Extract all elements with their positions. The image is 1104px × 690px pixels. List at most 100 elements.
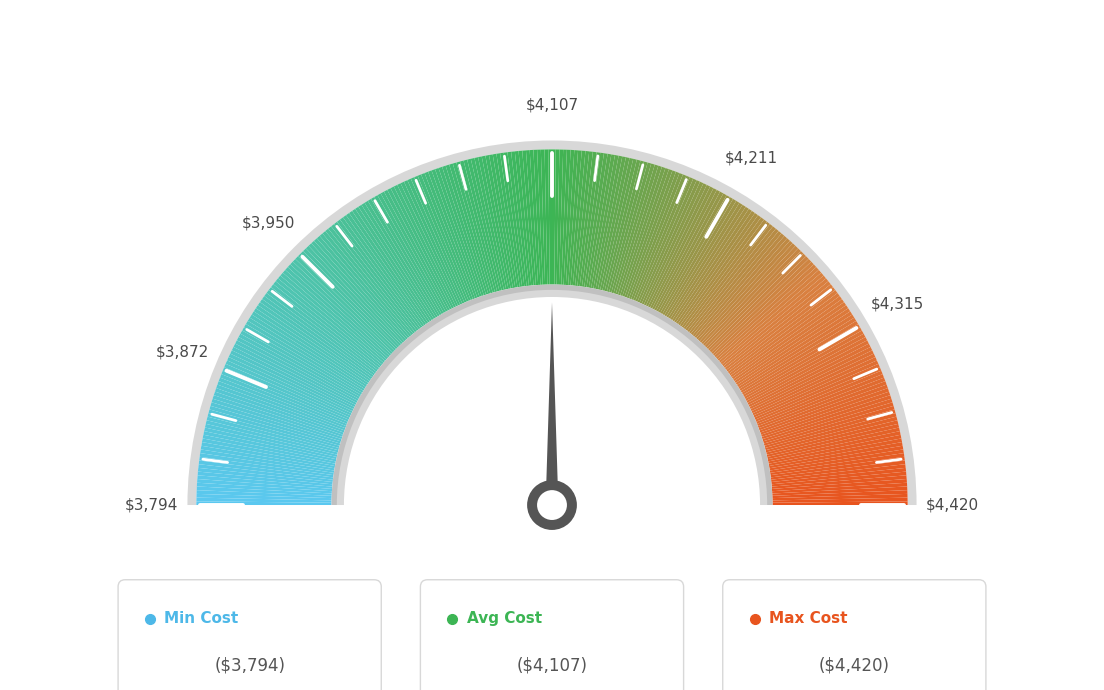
Wedge shape — [199, 460, 333, 480]
Wedge shape — [766, 420, 899, 455]
Wedge shape — [198, 468, 332, 484]
Wedge shape — [298, 253, 396, 351]
Wedge shape — [747, 340, 869, 405]
Wedge shape — [766, 424, 899, 457]
Wedge shape — [232, 347, 354, 409]
Wedge shape — [340, 217, 423, 328]
Wedge shape — [635, 176, 690, 302]
Wedge shape — [470, 158, 503, 290]
Wedge shape — [211, 402, 341, 444]
Wedge shape — [331, 224, 417, 333]
Wedge shape — [755, 367, 881, 422]
Wedge shape — [258, 302, 371, 381]
Wedge shape — [530, 150, 541, 285]
Wedge shape — [573, 151, 590, 286]
Wedge shape — [745, 334, 866, 401]
Wedge shape — [198, 471, 332, 486]
Wedge shape — [467, 159, 501, 291]
Wedge shape — [381, 192, 448, 312]
Wedge shape — [346, 213, 426, 325]
Wedge shape — [401, 181, 460, 306]
Text: $3,794: $3,794 — [125, 497, 179, 513]
Wedge shape — [767, 428, 900, 460]
Wedge shape — [411, 177, 467, 303]
Wedge shape — [453, 162, 492, 293]
Wedge shape — [250, 315, 365, 389]
Wedge shape — [721, 275, 826, 364]
Wedge shape — [319, 233, 410, 338]
Wedge shape — [729, 293, 840, 375]
Wedge shape — [760, 384, 888, 433]
Wedge shape — [388, 188, 452, 310]
Wedge shape — [698, 238, 790, 341]
Wedge shape — [230, 351, 353, 411]
Wedge shape — [623, 168, 669, 297]
FancyBboxPatch shape — [118, 580, 381, 690]
Wedge shape — [526, 150, 538, 285]
Wedge shape — [293, 259, 393, 354]
Wedge shape — [244, 324, 362, 395]
Wedge shape — [601, 158, 634, 290]
Wedge shape — [575, 151, 593, 286]
Wedge shape — [317, 236, 407, 339]
Wedge shape — [352, 209, 429, 323]
Wedge shape — [593, 156, 623, 289]
Wedge shape — [259, 299, 372, 380]
Wedge shape — [280, 273, 385, 363]
Wedge shape — [199, 457, 333, 477]
Wedge shape — [772, 486, 907, 496]
Wedge shape — [497, 153, 520, 287]
Wedge shape — [205, 420, 338, 455]
Wedge shape — [605, 159, 640, 291]
Wedge shape — [343, 215, 424, 326]
Wedge shape — [769, 446, 903, 471]
Wedge shape — [241, 331, 360, 399]
Wedge shape — [414, 176, 469, 302]
Wedge shape — [328, 226, 415, 334]
Wedge shape — [236, 337, 358, 403]
Wedge shape — [772, 475, 906, 489]
Wedge shape — [514, 151, 531, 286]
Wedge shape — [765, 413, 896, 450]
Wedge shape — [768, 438, 902, 466]
Wedge shape — [384, 190, 449, 310]
Wedge shape — [746, 337, 868, 403]
Wedge shape — [772, 483, 907, 493]
Wedge shape — [697, 236, 787, 339]
Wedge shape — [449, 164, 490, 294]
Wedge shape — [197, 494, 331, 500]
Wedge shape — [229, 353, 352, 413]
Wedge shape — [522, 150, 535, 285]
Wedge shape — [266, 290, 376, 373]
Wedge shape — [743, 327, 862, 397]
Wedge shape — [446, 164, 488, 295]
Wedge shape — [591, 155, 618, 288]
Wedge shape — [205, 424, 338, 457]
Wedge shape — [771, 460, 905, 480]
Wedge shape — [689, 226, 776, 334]
Wedge shape — [639, 179, 697, 304]
Wedge shape — [264, 293, 375, 375]
Wedge shape — [549, 149, 552, 284]
Wedge shape — [278, 275, 383, 364]
Wedge shape — [771, 464, 905, 482]
Wedge shape — [714, 264, 816, 357]
Wedge shape — [213, 395, 342, 439]
Wedge shape — [648, 185, 710, 308]
Wedge shape — [571, 150, 585, 286]
Wedge shape — [767, 431, 901, 462]
Wedge shape — [371, 197, 442, 315]
Wedge shape — [212, 399, 341, 442]
Wedge shape — [283, 270, 386, 361]
Wedge shape — [740, 317, 857, 391]
Wedge shape — [584, 153, 607, 287]
Wedge shape — [206, 417, 339, 453]
Wedge shape — [681, 217, 764, 328]
Wedge shape — [768, 435, 901, 464]
Wedge shape — [202, 438, 336, 466]
Wedge shape — [728, 290, 838, 373]
Wedge shape — [337, 219, 421, 329]
Wedge shape — [761, 392, 890, 437]
Wedge shape — [655, 190, 720, 310]
Wedge shape — [197, 502, 331, 505]
